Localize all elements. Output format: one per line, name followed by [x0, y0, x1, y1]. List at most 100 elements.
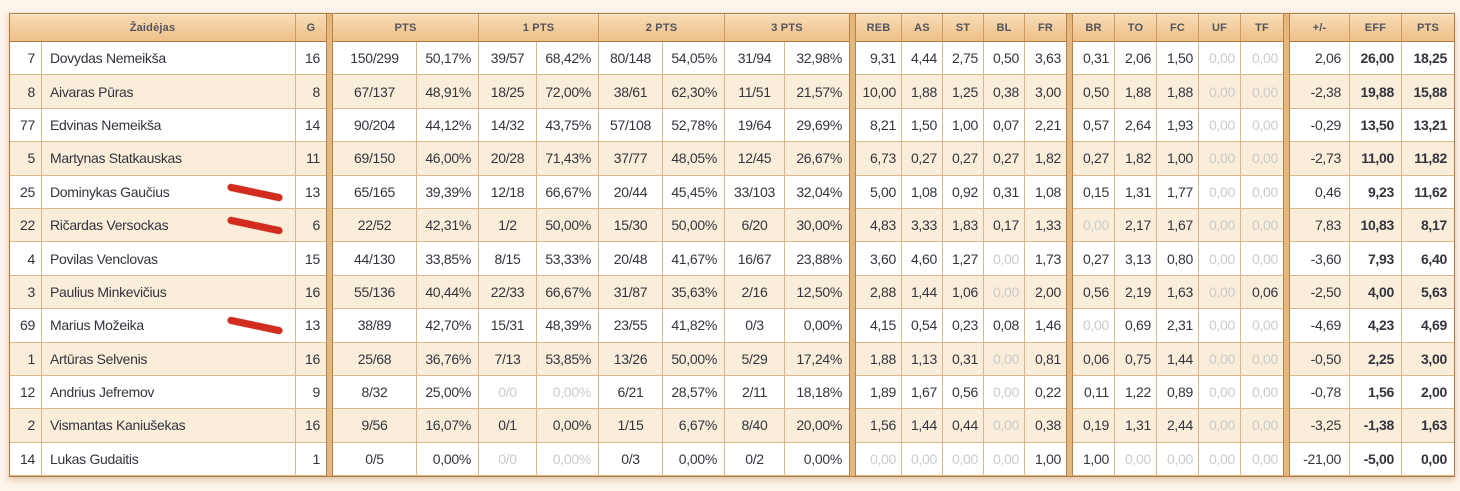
cell-name: Aivaras Pūras	[42, 75, 296, 109]
cell-name: Povilas Venclovas	[42, 242, 296, 276]
cell-eff: 4,00	[1350, 275, 1402, 310]
cell-num: 69	[10, 309, 42, 343]
cell-p1_pct: 68,42%	[537, 42, 599, 76]
cell-as: 3,33	[902, 208, 943, 243]
cell-tf: 0,00	[1241, 42, 1283, 76]
cell-name: Martynas Statkauskas	[42, 142, 296, 176]
cell-pts_ma: 9/56	[333, 409, 417, 443]
cell-to: 1,31	[1115, 175, 1157, 209]
cell-num: 14	[10, 442, 42, 477]
cell-pts_ma: 150/299	[333, 42, 417, 76]
cell-p3_ma: 0/3	[725, 309, 785, 343]
header-2pts: 2 PTS	[599, 14, 725, 42]
cell-tf: 0,00	[1241, 409, 1283, 443]
cell-tf: 0,00	[1241, 242, 1283, 276]
cell-pts_ma: 8/32	[333, 375, 417, 410]
player-name: Martynas Statkauskas	[50, 150, 182, 167]
cell-p1_pct: 48,39%	[537, 309, 599, 343]
header-player: Žaidėjas	[10, 14, 296, 42]
cell-pm: -21,00	[1290, 442, 1350, 477]
cell-pts_ma: 38/89	[333, 309, 417, 343]
cell-eff: 4,23	[1350, 309, 1402, 343]
cell-fc: 0,89	[1157, 375, 1199, 410]
player-name: Paulius Minkevičius	[50, 283, 167, 300]
cell-fc: 1,44	[1157, 342, 1199, 376]
cell-p2_ma: 0/3	[599, 442, 663, 477]
cell-bl: 0,00	[984, 375, 1025, 410]
cell-pts_pct: 40,44%	[417, 275, 479, 310]
player-stats-table: Žaidėjas G 7 Dovydas Nemeikša 16 8 Aivaras P…	[9, 13, 1455, 478]
cell-st: 0,23	[943, 309, 984, 343]
cell-pts: 13,21	[1402, 108, 1454, 143]
cell-uf: 0,00	[1199, 275, 1241, 310]
header-1pts: 1 PTS	[479, 14, 599, 42]
cell-p1_pct: 53,33%	[537, 242, 599, 276]
cell-pts_ma: 67/137	[333, 75, 417, 109]
cell-pts: 11,62	[1402, 175, 1454, 209]
cell-pts: 15,88	[1402, 75, 1454, 109]
cell-uf: 0,00	[1199, 409, 1241, 443]
cell-pts: 1,63	[1402, 409, 1454, 443]
header-3pts: 3 PTS	[725, 14, 849, 42]
cell-pm: -0,50	[1290, 342, 1350, 376]
cell-pts_ma: 55/136	[333, 275, 417, 310]
cell-p2_pct: 41,67%	[663, 242, 725, 276]
cell-tf: 0,00	[1241, 342, 1283, 376]
cell-p3_pct: 0,00%	[785, 309, 849, 343]
cell-p2_ma: 1/15	[599, 409, 663, 443]
group-player-info: Žaidėjas G 7 Dovydas Nemeikša 16 8 Aivaras P…	[10, 14, 327, 477]
cell-p1_pct: 43,75%	[537, 108, 599, 143]
cell-p1_ma: 20/28	[479, 142, 537, 176]
cell-p3_pct: 20,00%	[785, 409, 849, 443]
cell-g: 16	[296, 275, 326, 310]
cell-p2_ma: 23/55	[599, 309, 663, 343]
cell-as: 1,44	[902, 275, 943, 310]
cell-p3_pct: 30,00%	[785, 208, 849, 243]
player-name: Vismantas Kaniušekas	[50, 417, 186, 434]
cell-p2_pct: 62,30%	[663, 75, 725, 109]
cell-uf: 0,00	[1199, 242, 1241, 276]
cell-p1_ma: 15/31	[479, 309, 537, 343]
cell-to: 1,82	[1115, 142, 1157, 176]
cell-p3_pct: 18,18%	[785, 375, 849, 410]
header-br: BR	[1073, 14, 1115, 42]
cell-reb: 0,00	[856, 442, 902, 477]
cell-bl: 0,27	[984, 142, 1025, 176]
cell-pts_ma: 25/68	[333, 342, 417, 376]
cell-as: 1,67	[902, 375, 943, 410]
cell-to: 2,17	[1115, 208, 1157, 243]
header-bl: BL	[984, 14, 1025, 42]
cell-num: 1	[10, 342, 42, 376]
cell-p2_ma: 20/44	[599, 175, 663, 209]
cell-p1_pct: 53,85%	[537, 342, 599, 376]
cell-g: 15	[296, 242, 326, 276]
cell-fc: 2,31	[1157, 309, 1199, 343]
player-name: Povilas Venclovas	[50, 250, 158, 267]
cell-p1_pct: 0,00%	[537, 375, 599, 410]
cell-p2_ma: 15/30	[599, 208, 663, 243]
cell-pm: -2,38	[1290, 75, 1350, 109]
player-name: Dovydas Nemeikša	[50, 50, 166, 67]
player-name: Artūras Selvenis	[50, 350, 148, 367]
red-pen-mark	[226, 183, 284, 202]
cell-br: 0,50	[1073, 75, 1115, 109]
cell-p1_ma: 22/33	[479, 275, 537, 310]
cell-pts_pct: 16,07%	[417, 409, 479, 443]
cell-as: 0,54	[902, 309, 943, 343]
cell-fr: 2,21	[1025, 108, 1066, 143]
cell-p3_pct: 17,24%	[785, 342, 849, 376]
cell-p2_pct: 41,82%	[663, 309, 725, 343]
cell-reb: 1,89	[856, 375, 902, 410]
cell-pts_ma: 69/150	[333, 142, 417, 176]
cell-p1_pct: 50,00%	[537, 208, 599, 243]
cell-name: Marius Možeika	[42, 309, 296, 343]
cell-br: 0,11	[1073, 375, 1115, 410]
cell-br: 0,56	[1073, 275, 1115, 310]
group-defense-stats: REB AS ST BL FR 9,31 4,44 2,75 0,50 3,63 10,0…	[855, 14, 1067, 477]
cell-eff: -1,38	[1350, 409, 1402, 443]
cell-st: 0,31	[943, 342, 984, 376]
cell-fr: 1,73	[1025, 242, 1066, 276]
cell-p2_pct: 48,05%	[663, 142, 725, 176]
cell-br: 1,00	[1073, 442, 1115, 477]
cell-num: 5	[10, 142, 42, 176]
